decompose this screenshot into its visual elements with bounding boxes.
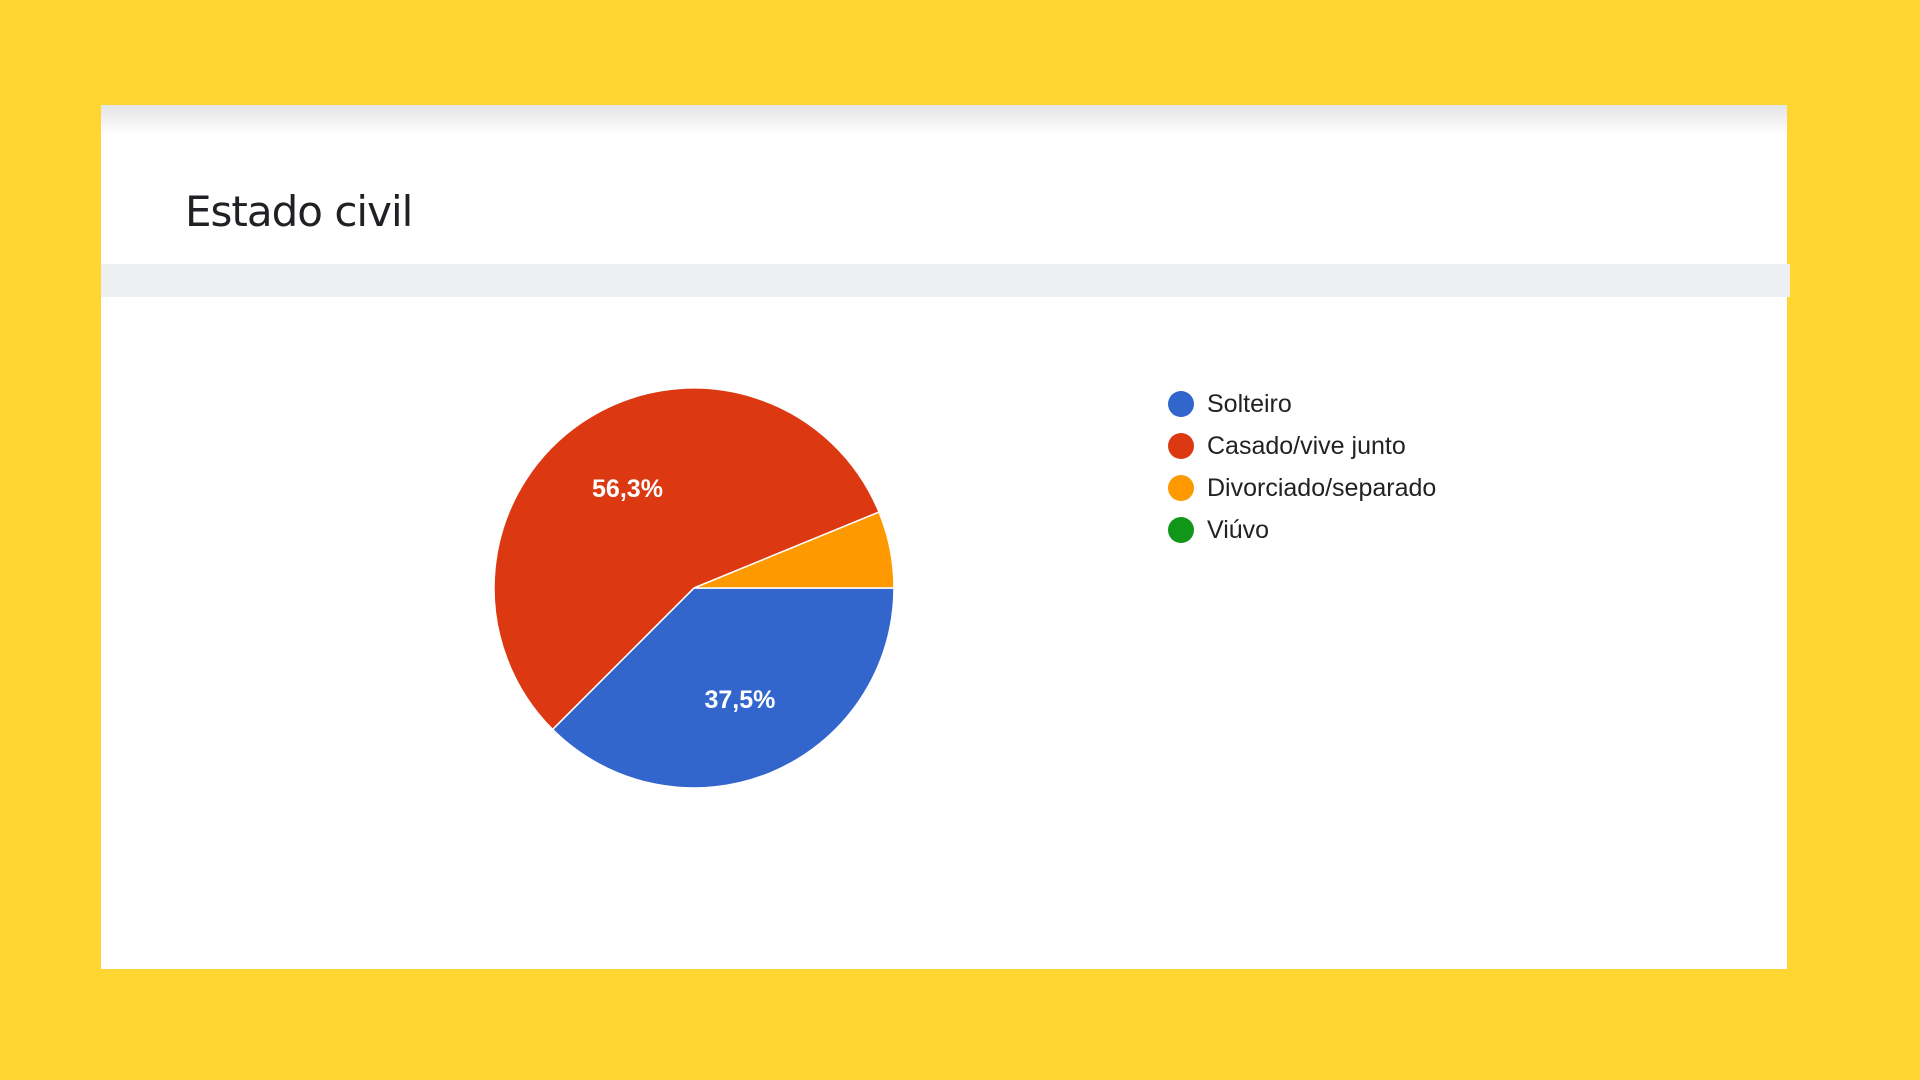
legend-label: Casado/vive junto (1207, 431, 1406, 460)
legend-dot-icon (1168, 391, 1194, 417)
legend-label: Viúvo (1207, 515, 1270, 544)
chart-title: Estado civil (185, 187, 413, 236)
pie-slice-casado-vive-junto[interactable] (493, 387, 880, 731)
gray-band (101, 264, 1790, 297)
legend-dot-icon (1168, 433, 1194, 459)
legend-label: Divorciado/separado (1207, 473, 1437, 502)
legend: Solteiro Casado/vive junto Divorciado/sepa… (1168, 383, 1436, 551)
pie-slice-divorciado-separado[interactable] (693, 511, 895, 589)
pie-slice-solteiro[interactable] (551, 587, 895, 789)
slice-value-label: 56,3% (592, 475, 663, 503)
chart-card: Estado civil 37,5% 56,3% Solteiro Casado/v… (101, 105, 1790, 969)
pie-chart: 37,5% 56,3% (493, 387, 895, 789)
legend-label: Solteiro (1207, 389, 1292, 418)
slice-value-label: 37,5% (704, 686, 775, 714)
legend-item[interactable]: Casado/vive junto (1168, 425, 1436, 467)
card-top-shadow (101, 105, 1787, 135)
legend-dot-icon (1168, 475, 1194, 501)
legend-item[interactable]: Solteiro (1168, 383, 1436, 425)
legend-item[interactable]: Viúvo (1168, 509, 1436, 551)
legend-dot-icon (1168, 517, 1194, 543)
legend-item[interactable]: Divorciado/separado (1168, 467, 1436, 509)
